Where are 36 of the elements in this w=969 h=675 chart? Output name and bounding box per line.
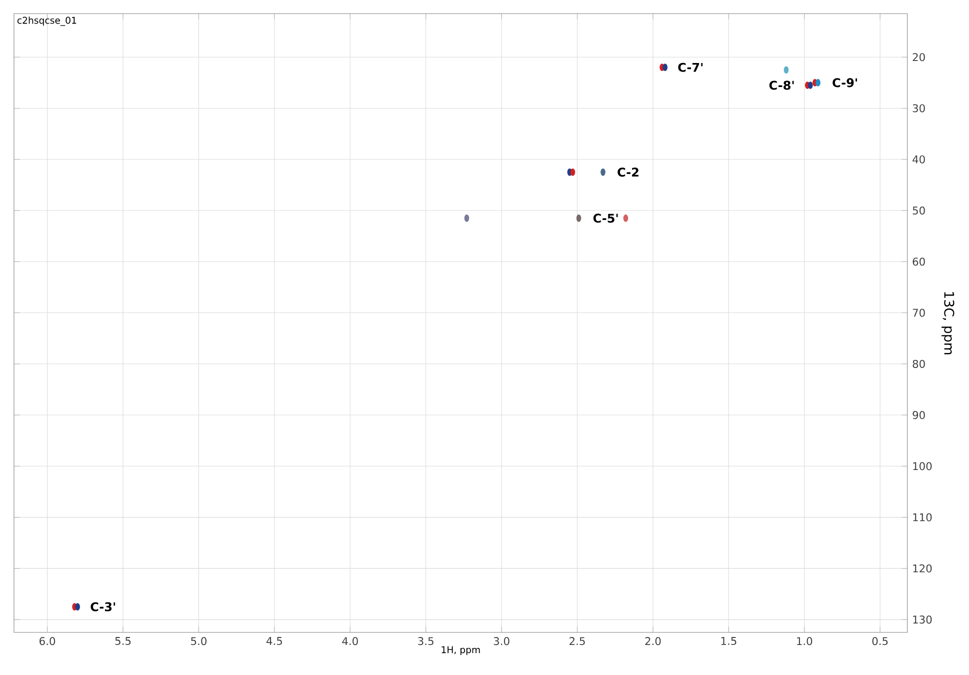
annotation: C-2 <box>618 168 638 177</box>
x-tick-label: 2.5 <box>570 637 585 646</box>
annotation: C-5' <box>593 214 618 223</box>
y-tick-label: 90 <box>912 410 925 420</box>
y-axis-title: 13C, ppm <box>942 292 954 354</box>
x-tick-label: 6.0 <box>40 637 56 646</box>
y-tick-label: 120 <box>913 564 932 572</box>
x-tick-label: 4.5 <box>266 637 282 645</box>
annotation: C-8' <box>769 80 794 90</box>
annotation: C-3' <box>90 602 116 612</box>
y-tick-label: 20 <box>912 53 925 62</box>
y-tick-label: 130 <box>913 616 932 624</box>
x-tick-label: 0.5 <box>872 637 888 646</box>
point <box>623 214 628 222</box>
x-tick-label: 5.0 <box>191 637 206 646</box>
point <box>464 214 470 222</box>
y-tick-label: 40 <box>912 155 925 164</box>
x-tick-label: 1.0 <box>797 637 812 646</box>
x-axis-title: 1H, ppm <box>442 646 480 656</box>
y-tick-label: 30 <box>912 104 925 112</box>
y-tick-label: 100 <box>913 462 932 470</box>
chart-title: c2hsqcse_01 <box>17 16 76 26</box>
y-tick-label: 70 <box>912 308 925 317</box>
y-tick-label: 80 <box>912 360 925 368</box>
point <box>576 214 582 222</box>
y-tick-label: 110 <box>913 513 932 522</box>
x-tick-label: 5.5 <box>115 637 131 645</box>
x-tick-label: 4.0 <box>342 637 358 646</box>
x-tick-label: 1.5 <box>721 637 736 645</box>
x-tick-label: 2.0 <box>645 637 661 646</box>
x-tick-label: 3.0 <box>494 637 510 646</box>
annotation: C-9' <box>832 78 857 88</box>
y-tick-label: 60 <box>912 258 925 266</box>
annotation: C-7' <box>678 62 703 72</box>
x-tick-label: 3.5 <box>418 637 434 646</box>
y-tick-label: 50 <box>912 206 925 215</box>
